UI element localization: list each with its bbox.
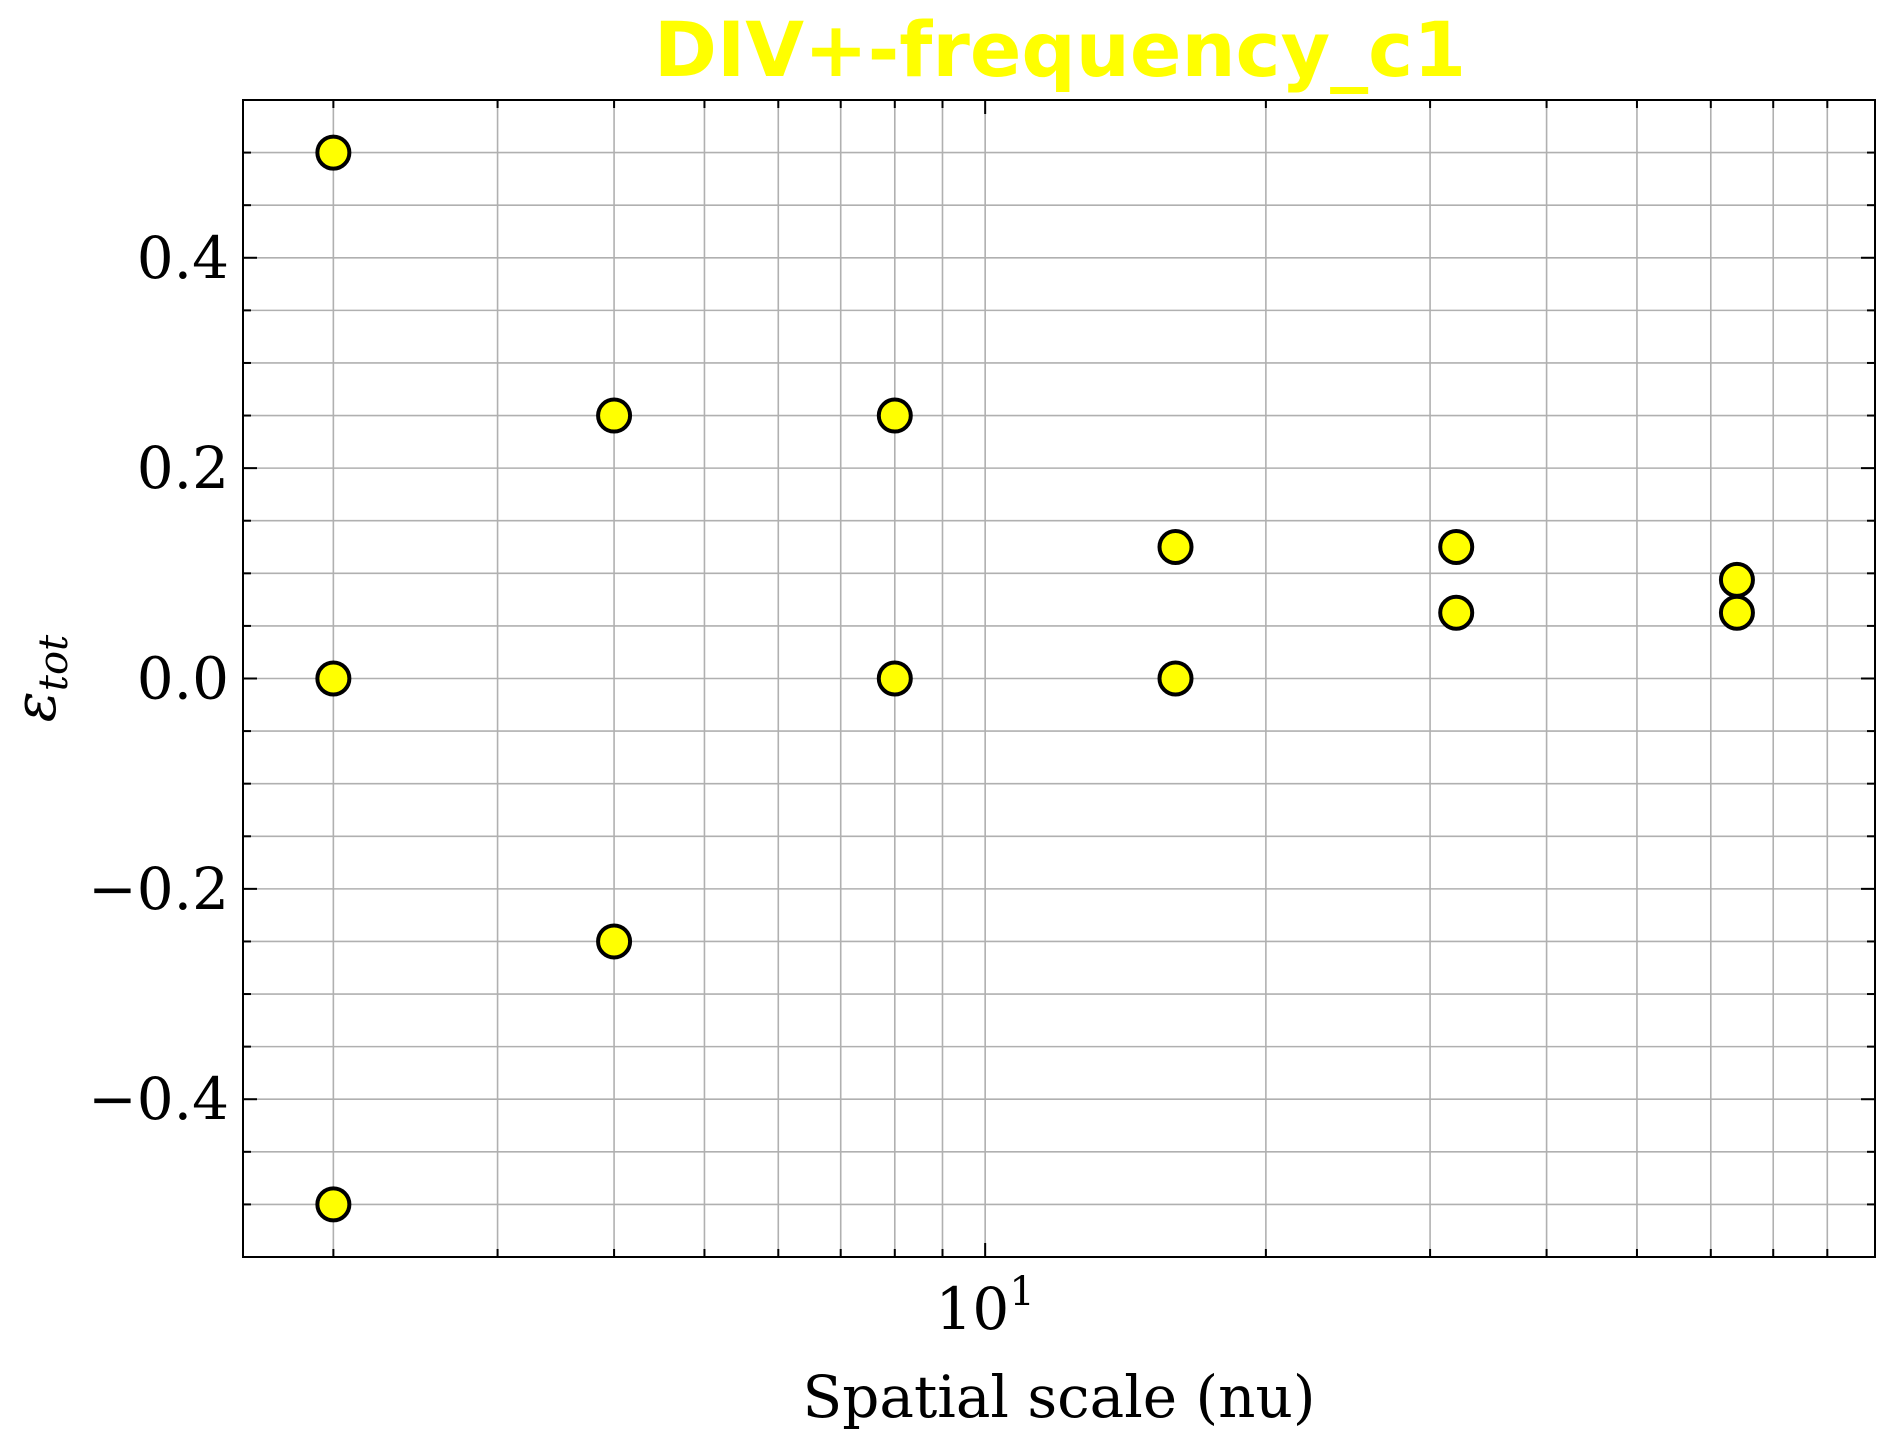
y-axis-label-main: ε [1,691,69,722]
data-point [1718,561,1755,598]
y-tick-label: 0.4 [137,224,229,292]
data-point [596,923,633,960]
y-axis-label: εtot [1,634,77,722]
y-tick-label: −0.2 [88,855,229,923]
data-point [876,660,913,697]
tick-labels: −0.4 −0.2 0.0 0.2 0.4 101 [88,224,1035,1343]
plot-frame [242,99,1876,1258]
x-axis-label: Spatial scale (nu) [803,1363,1316,1431]
chart-title: DIV+-frequency_c1 [654,5,1466,94]
data-point [1438,529,1475,566]
data-point [315,134,352,171]
data-point [1157,660,1194,697]
data-points [315,134,1755,1223]
data-point [1718,594,1755,631]
data-point [596,397,633,434]
y-tick-label: 0.2 [137,434,229,502]
y-axis-label-sub: tot [31,634,77,691]
data-point [1438,594,1475,631]
grid-layer [243,99,1876,1258]
data-point [315,660,352,697]
data-point [1157,529,1194,566]
y-tick-label: 0.0 [137,645,229,713]
x-tick-label: 101 [936,1269,1035,1343]
y-tick-label: −0.4 [88,1065,229,1133]
data-point [876,397,913,434]
data-point [315,1186,352,1223]
